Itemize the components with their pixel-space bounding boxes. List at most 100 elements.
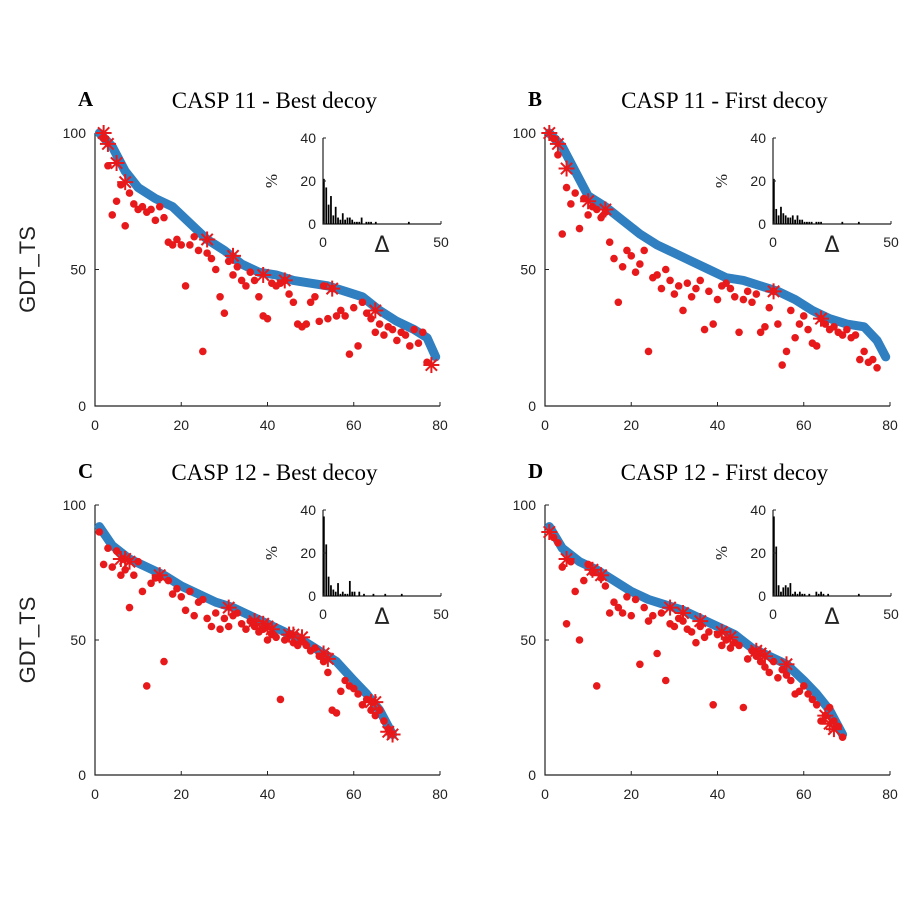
inset-bar [808,593,811,596]
inset-x-axis-label: Δ [374,605,389,630]
decoy-point [380,331,388,339]
decoy-point [337,687,345,696]
decoy-point [337,306,345,315]
decoy-point [173,235,181,244]
decoy-star [675,605,691,621]
inset-x-tick-label: 50 [433,606,449,622]
inset-y-tick-label: 0 [308,588,316,604]
decoy-point [263,314,272,323]
decoy-point [302,320,311,328]
decoy-point [571,189,579,197]
inset-bar [323,178,325,224]
x-tick-label: 20 [173,786,189,802]
decoy-point [610,254,618,263]
y-axis-label: GDT_TS [15,226,40,313]
inset-bar [808,221,811,224]
decoy-star [225,247,241,264]
decoy-point [95,528,104,536]
decoy-point [838,331,847,339]
decoy-point [311,293,319,301]
inset-x-tick-label: 0 [319,606,327,622]
inset-bar [801,219,804,224]
decoy-point [554,539,562,547]
inset-bar [782,587,785,596]
inset-bar [339,219,342,224]
decoy-star [117,174,134,191]
inset-bar [334,206,337,224]
decoy-point [168,241,177,249]
decoy-point [255,293,263,301]
decoy-point [743,655,752,663]
decoy-point [354,690,362,698]
y-tick-label: 100 [63,125,87,141]
decoy-point [285,290,293,298]
inset-bar [367,221,370,224]
x-tick-label: 0 [91,786,99,802]
decoy-point [349,303,358,312]
decoy-point [769,657,778,666]
decoy-point [627,252,636,260]
decoy-point [791,333,799,342]
inset-histogram: 0 20 40 0 50% Δ [712,130,899,258]
y-tick-label: 100 [513,125,537,141]
decoy-point [207,254,216,263]
decoy-point [575,636,584,644]
decoy-point [743,287,752,296]
inset-bar [341,213,344,224]
decoy-point [756,328,765,337]
decoy-point [610,598,618,606]
inset-bar [337,583,339,596]
sorted-series-line [94,128,441,362]
y-tick-label: 50 [70,632,86,648]
x-tick-label: 0 [541,417,549,433]
y-tick-label: 50 [520,262,536,278]
decoy-point [687,293,696,301]
inset-y-axis-label: % [262,546,281,560]
decoy-point [782,671,791,679]
inset-bar [820,221,822,224]
decoy-point [194,246,203,255]
inset-y-tick-label: 20 [750,545,766,561]
decoy-point [830,323,838,331]
decoy-point [674,282,683,290]
panel-letter: B [528,87,542,111]
inset-x-tick-label: 50 [433,234,449,250]
decoy-point [592,682,601,690]
decoy-point [375,320,384,328]
decoy-point [653,649,661,658]
inset-histogram: 0 20 40 0 50% Δ [262,502,449,630]
decoy-point [661,265,670,274]
inset-bar [332,215,335,224]
inset-bar [372,593,375,596]
decoy-star [423,357,440,374]
decoy-point [134,557,142,566]
inset-bar [780,591,782,596]
decoy-point [216,293,224,301]
decoy-point [670,290,679,298]
decoy-point [418,328,427,337]
decoy-point [199,595,207,604]
decoy-point [401,331,410,339]
decoy-point [580,576,588,585]
decoy-point [164,576,173,585]
inset-y-tick-label: 20 [300,173,316,189]
decoy-point [718,641,726,650]
decoy-point [160,213,168,222]
decoy-point [739,703,748,712]
y-tick-label: 0 [528,767,536,783]
decoy-point [203,249,211,257]
inset-bar [777,215,780,224]
y-tick-label: 50 [70,262,86,278]
x-tick-label: 80 [882,417,898,433]
inset-histogram: 0 20 40 0 50% Δ [262,130,449,258]
decoy-point [121,566,129,574]
inset-bar [358,591,361,596]
decoy-point [380,717,388,725]
decoy-point [765,303,774,312]
inset-bar [346,593,349,596]
decoy-point [700,325,709,334]
decoy-point [804,325,812,334]
decoy-point [584,211,592,219]
inset-bar [787,587,789,596]
y-tick-label: 100 [63,497,87,513]
